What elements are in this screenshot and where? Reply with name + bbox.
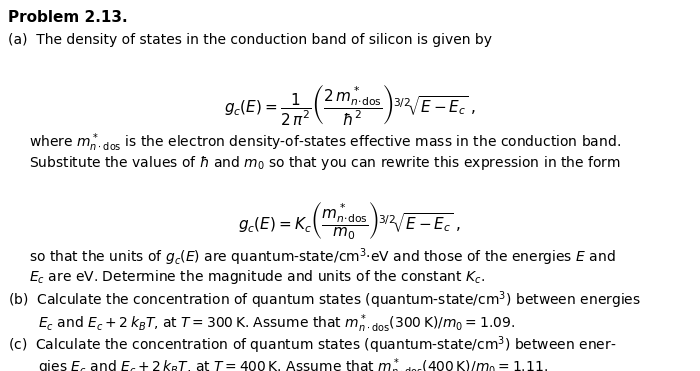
Text: where $m^*_{n\cdot\mathrm{dos}}$ is the electron density-of-states effective mas: where $m^*_{n\cdot\mathrm{dos}}$ is the … <box>29 132 622 154</box>
Text: $E_c$ and $E_c + 2\,k_BT$, at $T = 300\,$K. Assume that $m^*_{n\cdot\mathrm{dos}: $E_c$ and $E_c + 2\,k_BT$, at $T = 300\,… <box>38 312 516 335</box>
Text: (b)  Calculate the concentration of quantum states (quantum-state/cm$^3$) betwee: (b) Calculate the concentration of quant… <box>8 290 641 311</box>
Text: (c)  Calculate the concentration of quantum states (quantum-state/cm$^3$) betwee: (c) Calculate the concentration of quant… <box>8 334 617 355</box>
Text: $g_c(E) = \dfrac{1}{2\,\pi^2} \left(\dfrac{2\,m^*_{n\!\cdot\!\mathrm{dos}}}{\hba: $g_c(E) = \dfrac{1}{2\,\pi^2} \left(\dfr… <box>224 82 476 127</box>
Text: gies $E_c$ and $E_c + 2\,k_BT$, at $T = 400\,$K. Assume that $m^*_{n\cdot\mathrm: gies $E_c$ and $E_c + 2\,k_BT$, at $T = … <box>38 356 548 371</box>
Text: $E_c$ are eV. Determine the magnitude and units of the constant $K_c$.: $E_c$ are eV. Determine the magnitude an… <box>29 268 485 286</box>
Text: Problem 2.13.: Problem 2.13. <box>8 10 128 25</box>
Text: Substitute the values of $\hbar$ and $m_0$ so that you can rewrite this expressi: Substitute the values of $\hbar$ and $m_… <box>29 154 621 172</box>
Text: (a)  The density of states in the conduction band of silicon is given by: (a) The density of states in the conduct… <box>8 33 492 47</box>
Text: so that the units of $g_c(E)$ are quantum-state/cm$^3$$\cdot$eV and those of the: so that the units of $g_c(E)$ are quantu… <box>29 246 616 267</box>
Text: $g_c(E) = K_c \left(\dfrac{m^*_{n\!\cdot\!\mathrm{dos}}}{m_0}\right)^{\!3/2} \!\: $g_c(E) = K_c \left(\dfrac{m^*_{n\!\cdot… <box>238 200 462 241</box>
